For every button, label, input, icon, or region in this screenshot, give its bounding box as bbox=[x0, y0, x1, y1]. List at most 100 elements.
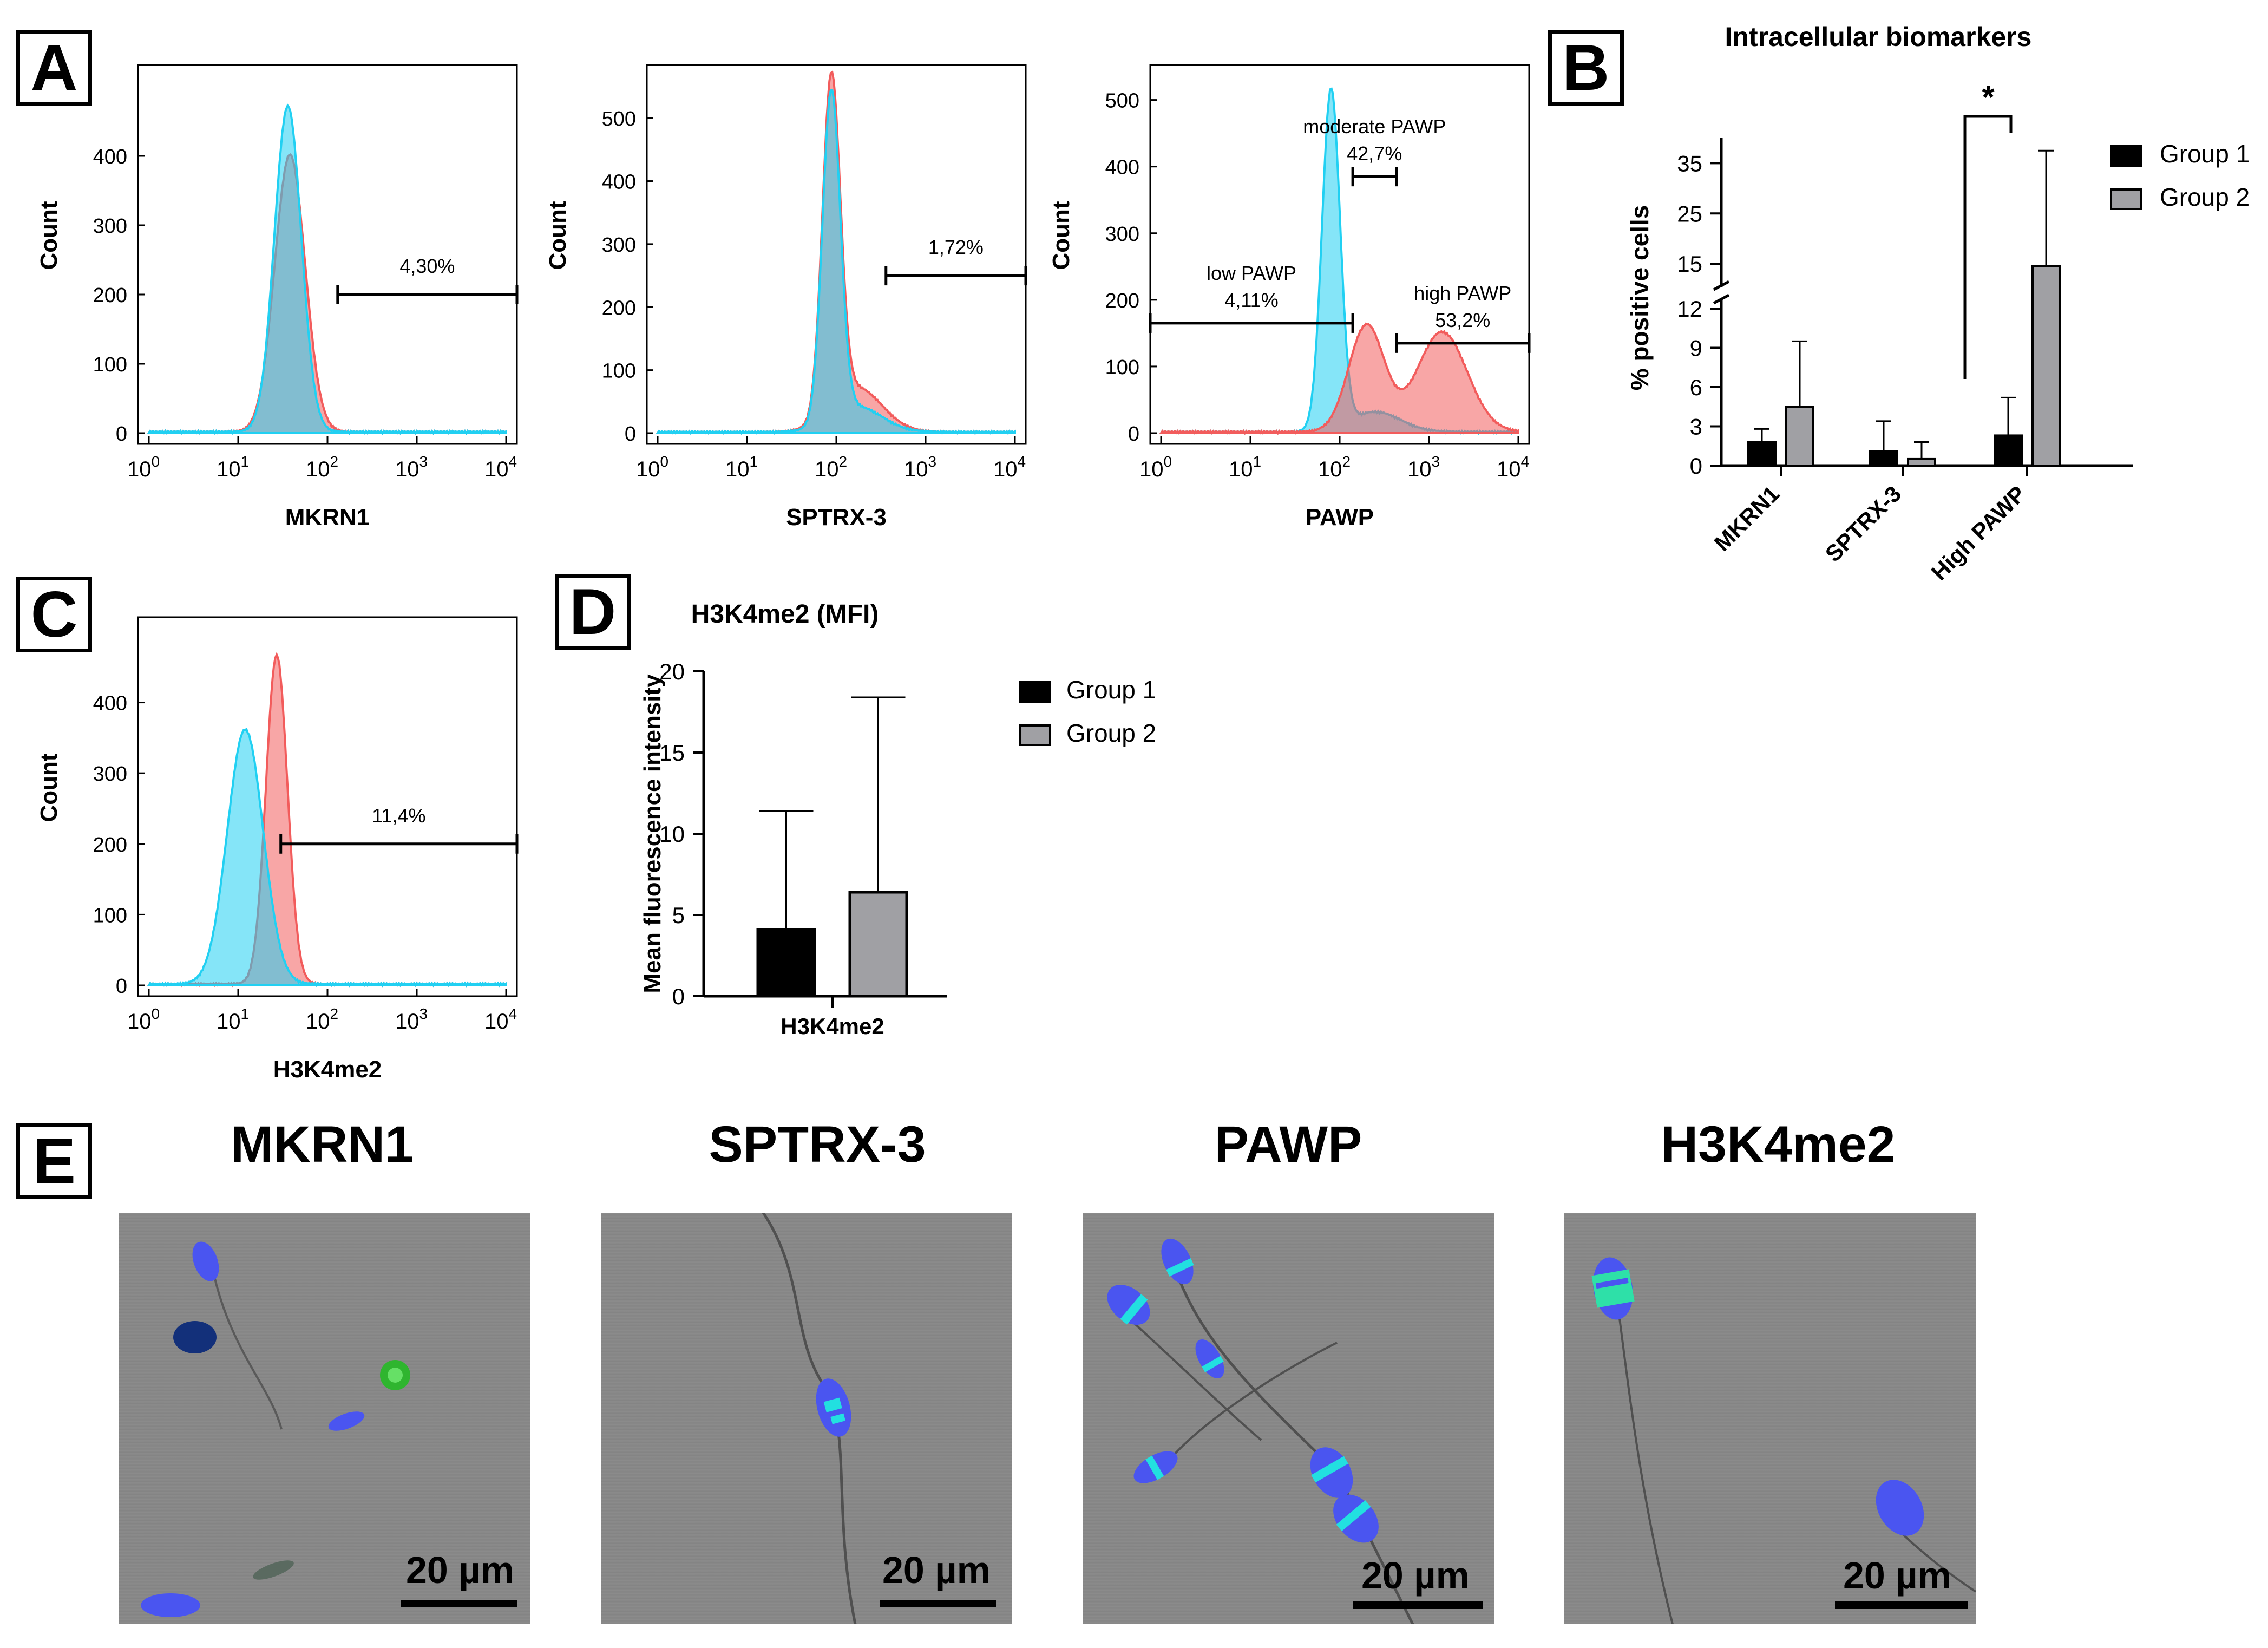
gate-value: 53,2% bbox=[1435, 309, 1490, 331]
significance-bracket bbox=[1963, 115, 2013, 379]
y-tick-label: 200 bbox=[602, 297, 636, 319]
y-tick-label: 0 bbox=[1690, 453, 1702, 479]
y-tick-label: 500 bbox=[602, 108, 636, 130]
legend-swatch bbox=[2110, 188, 2142, 210]
bar-group-2 bbox=[1785, 406, 1814, 467]
x-tick-label: 102 bbox=[306, 453, 338, 481]
y-tick-label: 15 bbox=[1677, 251, 1702, 277]
bar-group-2 bbox=[1907, 457, 1936, 467]
x-tick-label: 104 bbox=[484, 1005, 517, 1034]
y-axis-label: Mean fluorescence intensity bbox=[639, 674, 666, 993]
legend-label: Group 1 bbox=[1066, 676, 1156, 704]
x-tick-label: 104 bbox=[484, 453, 517, 481]
x-tick-label: 100 bbox=[1139, 453, 1172, 481]
x-axis-label: MKRN1 bbox=[285, 504, 370, 531]
histogram-series-cyan bbox=[147, 103, 507, 435]
x-tick-label: MKRN1 bbox=[1709, 481, 1785, 556]
y-axis-label: Count bbox=[36, 201, 62, 270]
scale-label-h3k4me2: 20 µm bbox=[1843, 1554, 1951, 1597]
histogram-series-red bbox=[147, 651, 507, 988]
scale-label-pawp: 20 µm bbox=[1361, 1554, 1470, 1597]
gate-label: low PAWP bbox=[1207, 262, 1296, 284]
y-tick-label: 200 bbox=[93, 834, 127, 856]
scale-bar-mkrn1 bbox=[401, 1600, 517, 1607]
y-tick-label: 400 bbox=[93, 692, 127, 715]
y-tick-label: 0 bbox=[116, 975, 127, 998]
y-tick-label: 35 bbox=[1677, 151, 1702, 176]
panel-label-e: E bbox=[16, 1123, 92, 1199]
x-tick-label: 100 bbox=[636, 453, 668, 481]
x-axis-label: PAWP bbox=[1306, 504, 1374, 531]
legend-swatch bbox=[1019, 681, 1051, 703]
significance-marker: * bbox=[1982, 79, 1995, 115]
y-tick-label: 400 bbox=[93, 146, 127, 168]
micrograph-title-h3k4me2: H3K4me2 bbox=[1661, 1116, 1896, 1173]
y-tick-label: 20 bbox=[659, 659, 685, 684]
gate-label: moderate PAWP bbox=[1303, 115, 1446, 138]
x-tick-label: 104 bbox=[993, 453, 1026, 481]
panel-label-d: D bbox=[555, 574, 631, 650]
y-tick-label: 6 bbox=[1690, 375, 1702, 400]
x-tick-label: SPTRX-3 bbox=[1820, 481, 1906, 567]
x-tick-label: High PAWP bbox=[1926, 481, 2031, 585]
x-tick-label: 102 bbox=[306, 1005, 338, 1034]
scale-bar-h3k4me2 bbox=[1835, 1601, 1968, 1609]
gate-value: 4,11% bbox=[1224, 289, 1278, 311]
micrograph-title-mkrn1: MKRN1 bbox=[231, 1116, 414, 1173]
y-tick-label: 0 bbox=[116, 423, 127, 446]
bar-group-1 bbox=[756, 928, 816, 998]
gate-value: 11,4% bbox=[372, 805, 425, 827]
scale-bar-sptrx3 bbox=[880, 1600, 996, 1607]
x-tick-label: 103 bbox=[395, 1005, 428, 1034]
x-tick-label: 103 bbox=[904, 453, 936, 481]
x-tick-label: 100 bbox=[127, 1005, 160, 1034]
bar-chart-intracellular-biomarkers: Intracellular biomarkers 0 3 6 9 12 15 25 35 % po… bbox=[1625, 22, 2250, 585]
y-tick-label: 200 bbox=[1105, 290, 1139, 312]
y-tick-label: 500 bbox=[1105, 90, 1139, 113]
y-tick-label: 100 bbox=[93, 904, 127, 927]
y-tick-label: 15 bbox=[659, 740, 685, 766]
legend-swatch bbox=[2110, 145, 2142, 167]
y-tick-label: 300 bbox=[602, 234, 636, 257]
x-tick-label: 102 bbox=[1318, 453, 1351, 481]
y-axis-label: Count bbox=[1048, 201, 1074, 270]
x-tick-label: 102 bbox=[815, 453, 847, 481]
legend-swatch bbox=[1019, 724, 1051, 746]
y-tick-label: 400 bbox=[1105, 156, 1139, 179]
x-tick-label: 101 bbox=[1229, 453, 1261, 481]
bar-group-2 bbox=[848, 891, 908, 998]
legend-label: Group 2 bbox=[2160, 183, 2250, 211]
gate-value: 1,72% bbox=[928, 236, 984, 258]
y-tick-label: 3 bbox=[1690, 414, 1702, 440]
y-axis-label: % positive cells bbox=[1625, 205, 1654, 391]
plot-frame bbox=[137, 616, 518, 997]
y-tick-label: 5 bbox=[672, 903, 685, 928]
chart-title: H3K4me2 (MFI) bbox=[691, 600, 879, 629]
micrograph-title-pawp: PAWP bbox=[1214, 1116, 1362, 1173]
y-tick-label: 300 bbox=[1105, 223, 1139, 246]
x-tick-label: H3K4me2 bbox=[781, 1013, 884, 1039]
gate-label: high PAWP bbox=[1414, 282, 1511, 304]
y-tick-label: 0 bbox=[672, 984, 685, 1009]
x-tick-label: 101 bbox=[217, 453, 249, 481]
x-tick-label: 104 bbox=[1497, 453, 1529, 481]
y-tick-label: 25 bbox=[1677, 201, 1702, 226]
bar-group-1 bbox=[1994, 434, 2023, 467]
scale-label-mkrn1: 20 µm bbox=[406, 1549, 514, 1591]
y-tick-label: 9 bbox=[1690, 336, 1702, 361]
y-tick-label: 100 bbox=[1105, 356, 1139, 379]
gate-value: 4,30% bbox=[399, 255, 455, 277]
y-axis-label: Count bbox=[545, 201, 571, 270]
axis-break-mark bbox=[1713, 280, 1730, 291]
histogram-series-cyan bbox=[656, 88, 1016, 435]
y-tick-label: 300 bbox=[93, 215, 127, 238]
legend-label: Group 2 bbox=[1066, 719, 1156, 747]
scale-bar-pawp bbox=[1353, 1601, 1483, 1609]
histogram-series-red bbox=[1159, 322, 1519, 435]
x-tick-label: 100 bbox=[127, 453, 160, 481]
x-tick-label: 103 bbox=[395, 453, 428, 481]
